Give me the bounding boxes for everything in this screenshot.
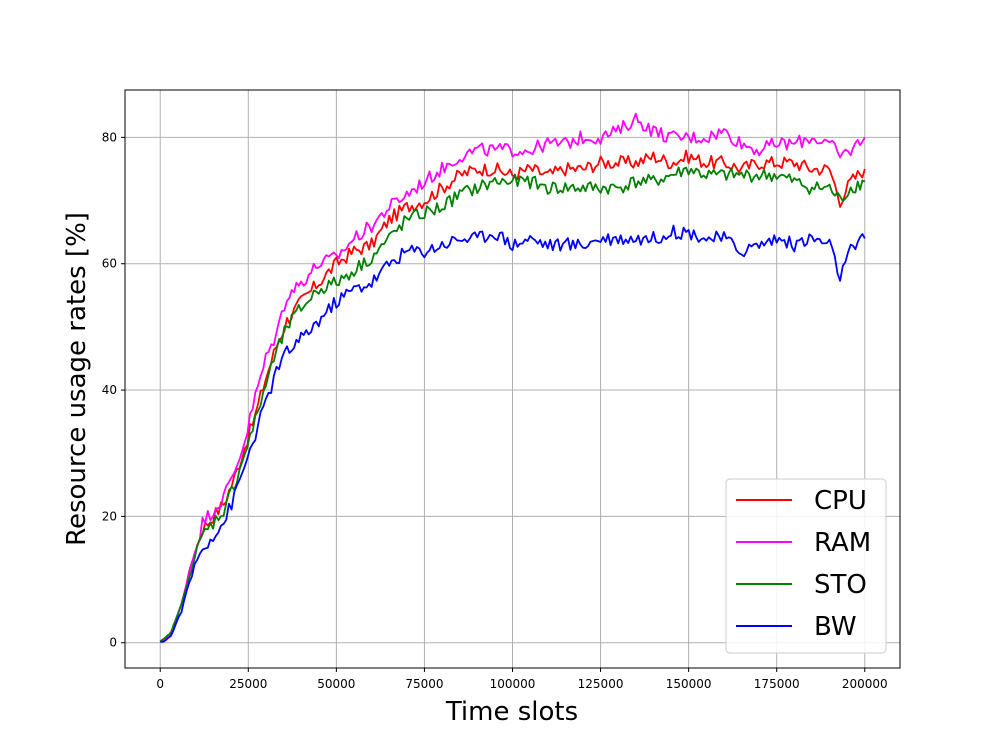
y-tick-label: 0 (109, 636, 117, 650)
y-tick-label: 60 (102, 257, 117, 271)
x-tick-label: 175000 (754, 677, 800, 691)
x-tick-label: 50000 (317, 677, 355, 691)
y-tick-label: 20 (102, 509, 117, 523)
legend-label-cpu: CPU (814, 486, 867, 516)
x-tick-label: 75000 (405, 677, 443, 691)
legend-label-bw: BW (814, 612, 857, 642)
legend-label-ram: RAM (814, 528, 871, 558)
legend-label-sto: STO (814, 570, 867, 600)
legend: CPU RAM STO BW (725, 478, 887, 654)
y-axis-title: Resource usage rates [%] (62, 212, 92, 546)
legend-box (725, 478, 887, 654)
y-tick-label: 80 (102, 130, 117, 144)
x-tick-label: 25000 (229, 677, 267, 691)
series-layer (159, 112, 866, 643)
x-axis: 0 25000 50000 75000 100000 125000 150000 175000… (156, 668, 888, 691)
series-line-sto (159, 166, 866, 643)
x-axis-title: Time slots (445, 697, 578, 727)
grid-lines (125, 90, 900, 668)
series-line-ram (159, 112, 866, 643)
x-tick-label: 150000 (666, 677, 712, 691)
y-tick-label: 40 (102, 383, 117, 397)
y-axis: 0 20 40 60 80 (102, 130, 125, 650)
x-tick-label: 125000 (578, 677, 624, 691)
series-line-bw (160, 224, 866, 643)
x-tick-label: 0 (156, 677, 164, 691)
x-tick-label: 200000 (842, 677, 888, 691)
x-tick-label: 100000 (490, 677, 536, 691)
